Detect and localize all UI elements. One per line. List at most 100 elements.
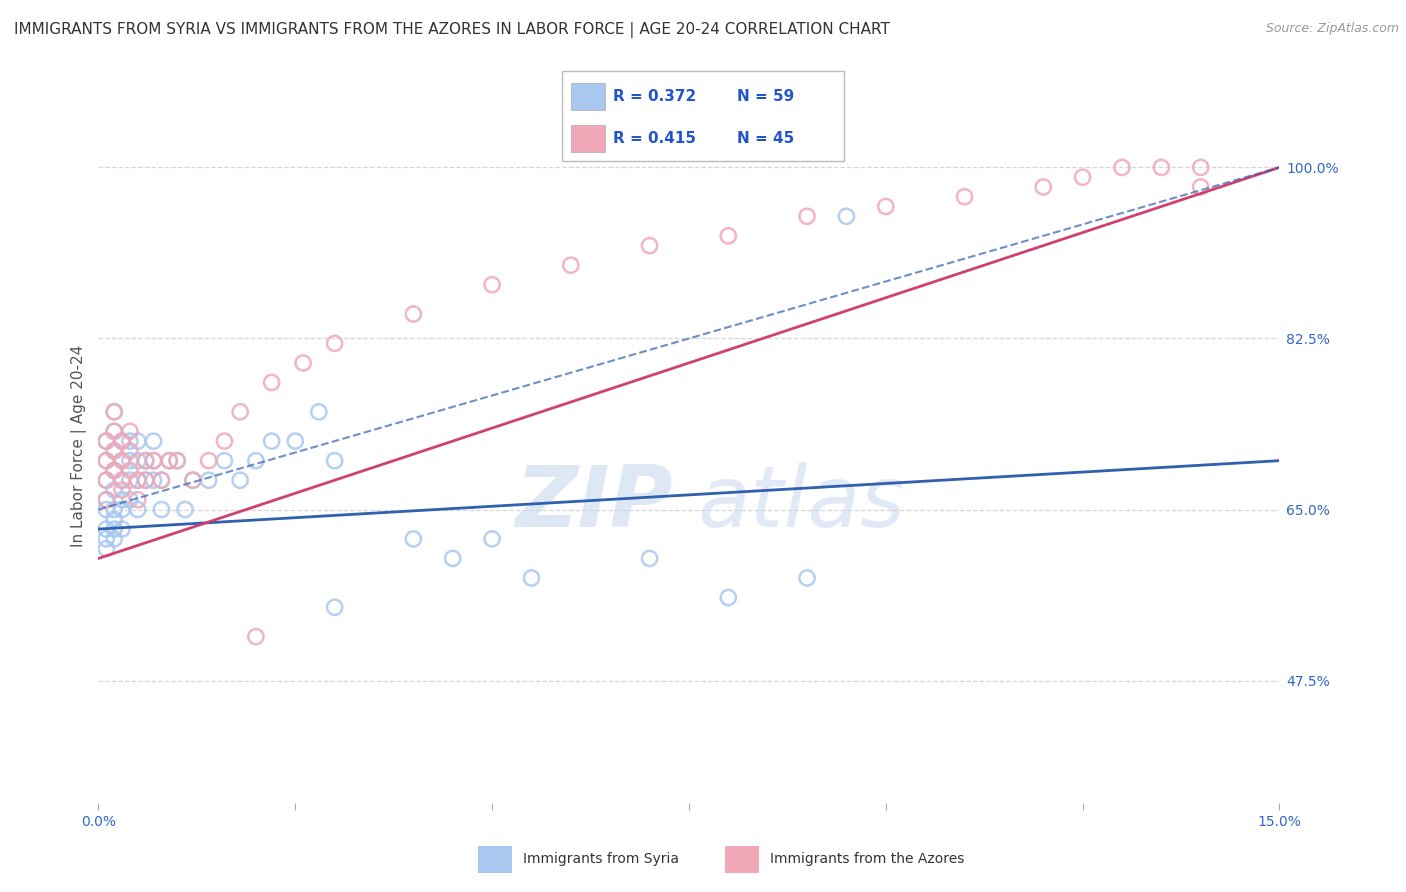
Point <box>142 453 165 467</box>
Point <box>181 473 204 487</box>
Point <box>142 473 165 487</box>
Point <box>96 434 118 449</box>
Point <box>111 473 134 487</box>
Point <box>308 405 330 419</box>
Point <box>717 228 740 243</box>
Point <box>835 209 858 223</box>
Text: IMMIGRANTS FROM SYRIA VS IMMIGRANTS FROM THE AZORES IN LABOR FORCE | AGE 20-24 C: IMMIGRANTS FROM SYRIA VS IMMIGRANTS FROM… <box>14 22 890 38</box>
Point <box>441 551 464 566</box>
Point <box>103 483 125 497</box>
Point <box>402 307 425 321</box>
Point <box>111 453 134 467</box>
Point <box>197 473 219 487</box>
Point <box>402 532 425 546</box>
Bar <box>571 125 605 152</box>
Text: Immigrants from Syria: Immigrants from Syria <box>523 852 679 865</box>
Point <box>103 443 125 458</box>
Point <box>1071 170 1094 185</box>
Point <box>96 453 118 467</box>
Point <box>174 502 197 516</box>
Point <box>111 434 134 449</box>
Point <box>197 453 219 467</box>
Point <box>323 600 346 615</box>
Point <box>245 630 267 644</box>
Point <box>481 277 503 292</box>
Point <box>214 453 236 467</box>
Point <box>103 405 125 419</box>
Point <box>284 434 307 449</box>
Point <box>96 492 118 507</box>
Point <box>96 502 118 516</box>
Point <box>1032 180 1054 194</box>
Y-axis label: In Labor Force | Age 20-24: In Labor Force | Age 20-24 <box>72 345 87 547</box>
FancyBboxPatch shape <box>562 71 844 161</box>
Text: N = 59: N = 59 <box>737 89 794 103</box>
Point <box>142 434 165 449</box>
Point <box>214 434 236 449</box>
Text: ZIP: ZIP <box>516 461 673 545</box>
Point <box>118 463 141 477</box>
Point <box>127 434 149 449</box>
Point <box>103 425 125 439</box>
Point <box>323 336 346 351</box>
Point <box>150 502 173 516</box>
Point <box>127 453 149 467</box>
Point <box>292 356 315 370</box>
Point <box>260 376 283 390</box>
Point <box>717 591 740 605</box>
Point <box>103 463 125 477</box>
Point <box>111 434 134 449</box>
Point <box>111 492 134 507</box>
Point <box>1189 180 1212 194</box>
Point <box>111 483 134 497</box>
Point <box>118 492 141 507</box>
Point <box>103 443 125 458</box>
Point <box>875 200 897 214</box>
Point <box>245 453 267 467</box>
Point <box>796 209 818 223</box>
Text: R = 0.372: R = 0.372 <box>613 89 696 103</box>
Point <box>229 473 252 487</box>
Point <box>103 512 125 526</box>
Point <box>135 473 157 487</box>
Point <box>638 238 661 252</box>
Point <box>1189 161 1212 175</box>
Point <box>229 405 252 419</box>
Point <box>520 571 543 585</box>
Point <box>181 473 204 487</box>
Point <box>111 522 134 536</box>
Point <box>796 571 818 585</box>
Point <box>111 502 134 516</box>
Point <box>150 473 173 487</box>
Text: Immigrants from the Azores: Immigrants from the Azores <box>770 852 965 865</box>
Point <box>1111 161 1133 175</box>
Point <box>481 532 503 546</box>
Point <box>127 492 149 507</box>
Point <box>127 473 149 487</box>
Point <box>96 522 118 536</box>
Point <box>323 453 346 467</box>
Point <box>1150 161 1173 175</box>
Point <box>157 453 180 467</box>
Text: atlas: atlas <box>697 461 905 545</box>
Point <box>150 473 173 487</box>
Point <box>103 532 125 546</box>
Point <box>103 522 125 536</box>
Point <box>96 532 118 546</box>
Point <box>157 453 180 467</box>
Point <box>118 443 141 458</box>
Point <box>96 473 118 487</box>
Point <box>96 453 118 467</box>
Point <box>118 453 141 467</box>
Point <box>118 473 141 487</box>
Point <box>118 425 141 439</box>
Bar <box>478 847 512 873</box>
Point <box>166 453 188 467</box>
Point <box>96 492 118 507</box>
Bar <box>725 847 759 873</box>
Point <box>127 502 149 516</box>
Text: R = 0.415: R = 0.415 <box>613 131 696 145</box>
Point <box>96 434 118 449</box>
Point <box>103 405 125 419</box>
Point <box>560 258 582 272</box>
